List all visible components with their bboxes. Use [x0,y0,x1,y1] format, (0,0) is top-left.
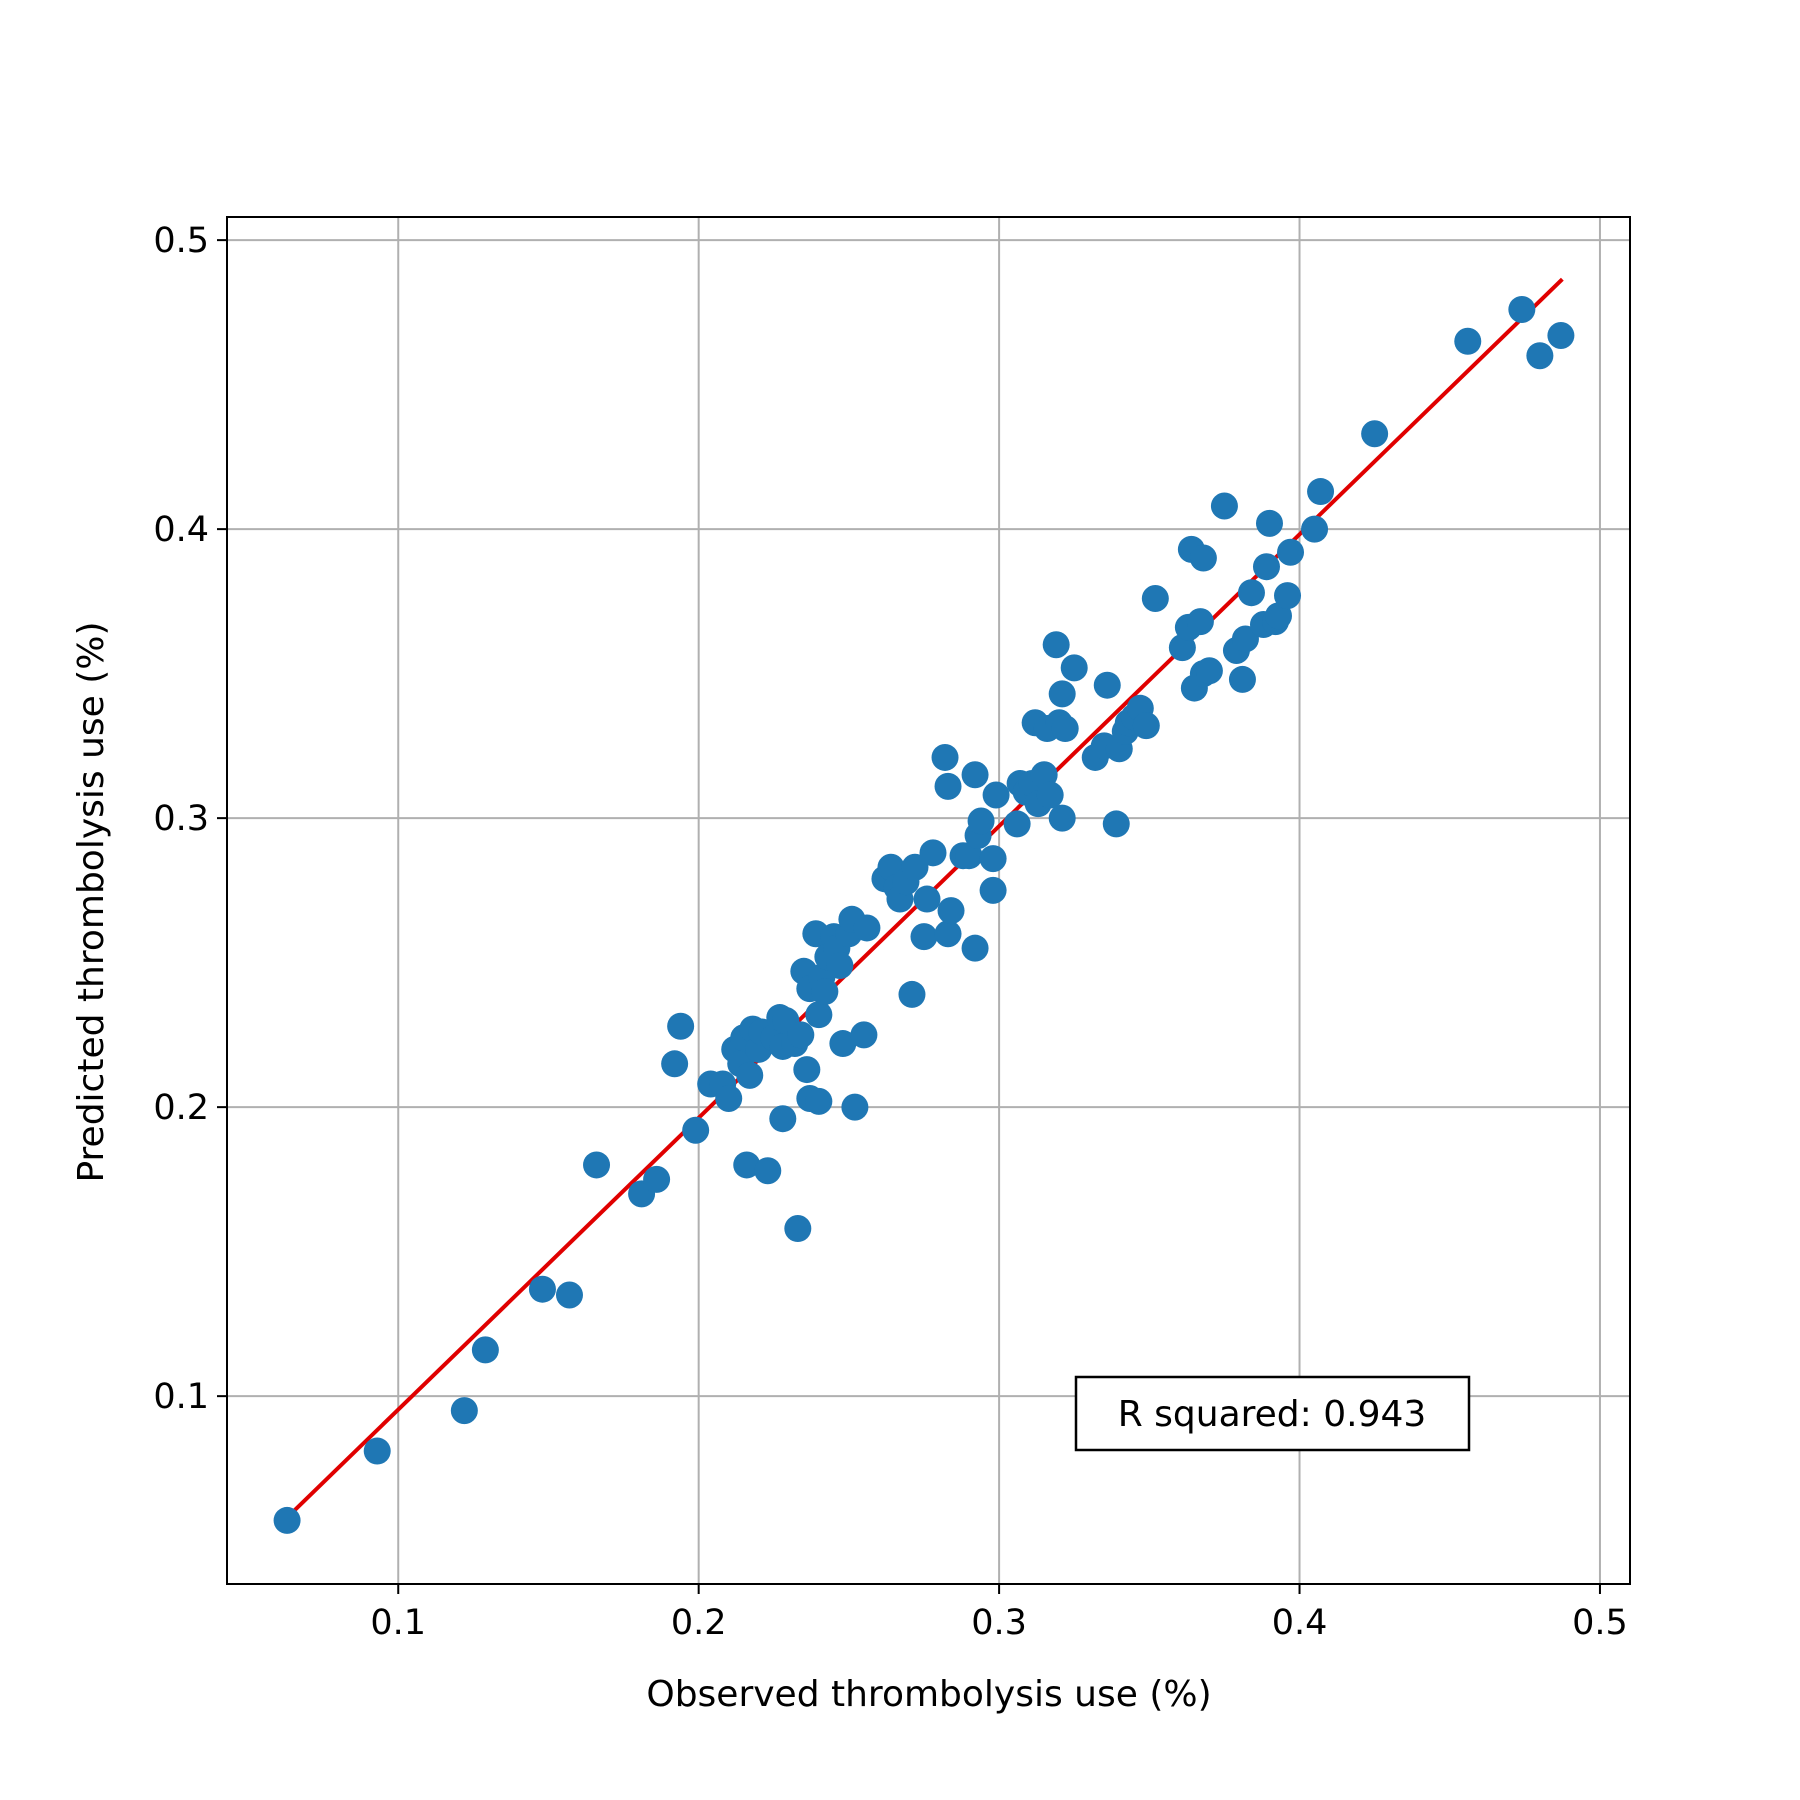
data-point [583,1151,611,1179]
data-point [1189,544,1217,572]
data-point [1231,625,1259,653]
data-points [273,295,1575,1534]
data-point [682,1116,710,1144]
data-point [1255,509,1283,537]
data-point [934,772,962,800]
data-point [1093,671,1121,699]
data-point [913,885,941,913]
data-point [1454,327,1482,355]
data-point [667,1012,695,1040]
data-point [471,1336,499,1364]
data-point [1036,781,1064,809]
data-point [967,807,995,835]
x-tick-label: 0.5 [1572,1603,1628,1643]
data-point [901,853,929,881]
data-point [1141,584,1169,612]
data-point [1195,657,1223,685]
data-point [1186,608,1214,636]
data-point [1048,680,1076,708]
y-tick-label: 0.1 [153,1377,209,1417]
data-point [1102,810,1130,838]
annotation-box [1074,1375,1471,1452]
data-point [1048,804,1076,832]
data-point [841,1093,869,1121]
data-point [1508,295,1536,323]
data-point [715,1084,743,1112]
y-tick-label: 0.2 [153,1088,209,1128]
data-point [1307,478,1335,506]
data-point [910,923,938,951]
data-point [1030,761,1058,789]
data-point [793,1056,821,1084]
data-point [1003,810,1031,838]
annotation-text: R squared: 0.943 [1118,1394,1427,1435]
data-point [898,980,926,1008]
data-point [937,897,965,925]
data-point [931,743,959,771]
y-tick-label: 0.3 [153,799,209,839]
data-point [733,1151,761,1179]
data-point [1252,553,1280,581]
data-point [643,1165,671,1193]
x-tick-label: 0.2 [671,1603,727,1643]
data-point [1060,654,1088,682]
data-point [1228,665,1256,693]
data-point [363,1437,391,1465]
data-point [979,876,1007,904]
data-point [955,842,983,870]
data-point [769,1105,797,1133]
data-point [961,761,989,789]
data-point [979,845,1007,873]
data-point [1526,342,1554,370]
data-point [1277,538,1305,566]
data-point [811,978,839,1006]
data-point [528,1275,556,1303]
data-point [1237,579,1265,607]
data-point [919,839,947,867]
data-point [1132,712,1160,740]
y-tick-label: 0.4 [153,510,209,550]
x-axis-label: Observed thrombolysis use (%) [646,1674,1211,1715]
data-point [661,1050,689,1078]
data-point [1210,492,1238,520]
data-point [555,1281,583,1309]
data-point [1042,631,1070,659]
data-point [934,920,962,948]
data-point [805,1087,833,1115]
data-point [1274,582,1302,610]
data-point [850,1021,878,1049]
data-point [982,781,1010,809]
data-point [826,952,854,980]
y-tick-label: 0.5 [153,221,209,261]
data-point [273,1506,301,1534]
data-point [961,934,989,962]
data-point [1264,602,1292,630]
data-point [784,1215,812,1243]
y-axis-label: Predicted thrombolysis use (%) [71,621,112,1182]
data-point [805,1001,833,1029]
x-tick-label: 0.3 [971,1603,1027,1643]
x-tick-label: 0.4 [1272,1603,1328,1643]
data-point [1361,420,1389,448]
data-point [1547,321,1575,349]
data-point [450,1397,478,1425]
data-point [787,1021,815,1049]
data-point [736,1061,764,1089]
data-point [1168,634,1196,662]
axis-ticks: 0.1 0.2 0.3 0.4 0.5 0.1 0.2 0.3 0.4 0.5 [153,221,1627,1643]
r-squared-annotation: R squared: 0.943 [1074,1375,1471,1452]
plot-frame [226,216,1631,1585]
data-point [754,1157,782,1185]
x-tick-label: 0.1 [370,1603,426,1643]
data-point [853,914,881,942]
data-point [1301,515,1329,543]
data-point [1051,715,1079,743]
data-point [829,1030,857,1058]
